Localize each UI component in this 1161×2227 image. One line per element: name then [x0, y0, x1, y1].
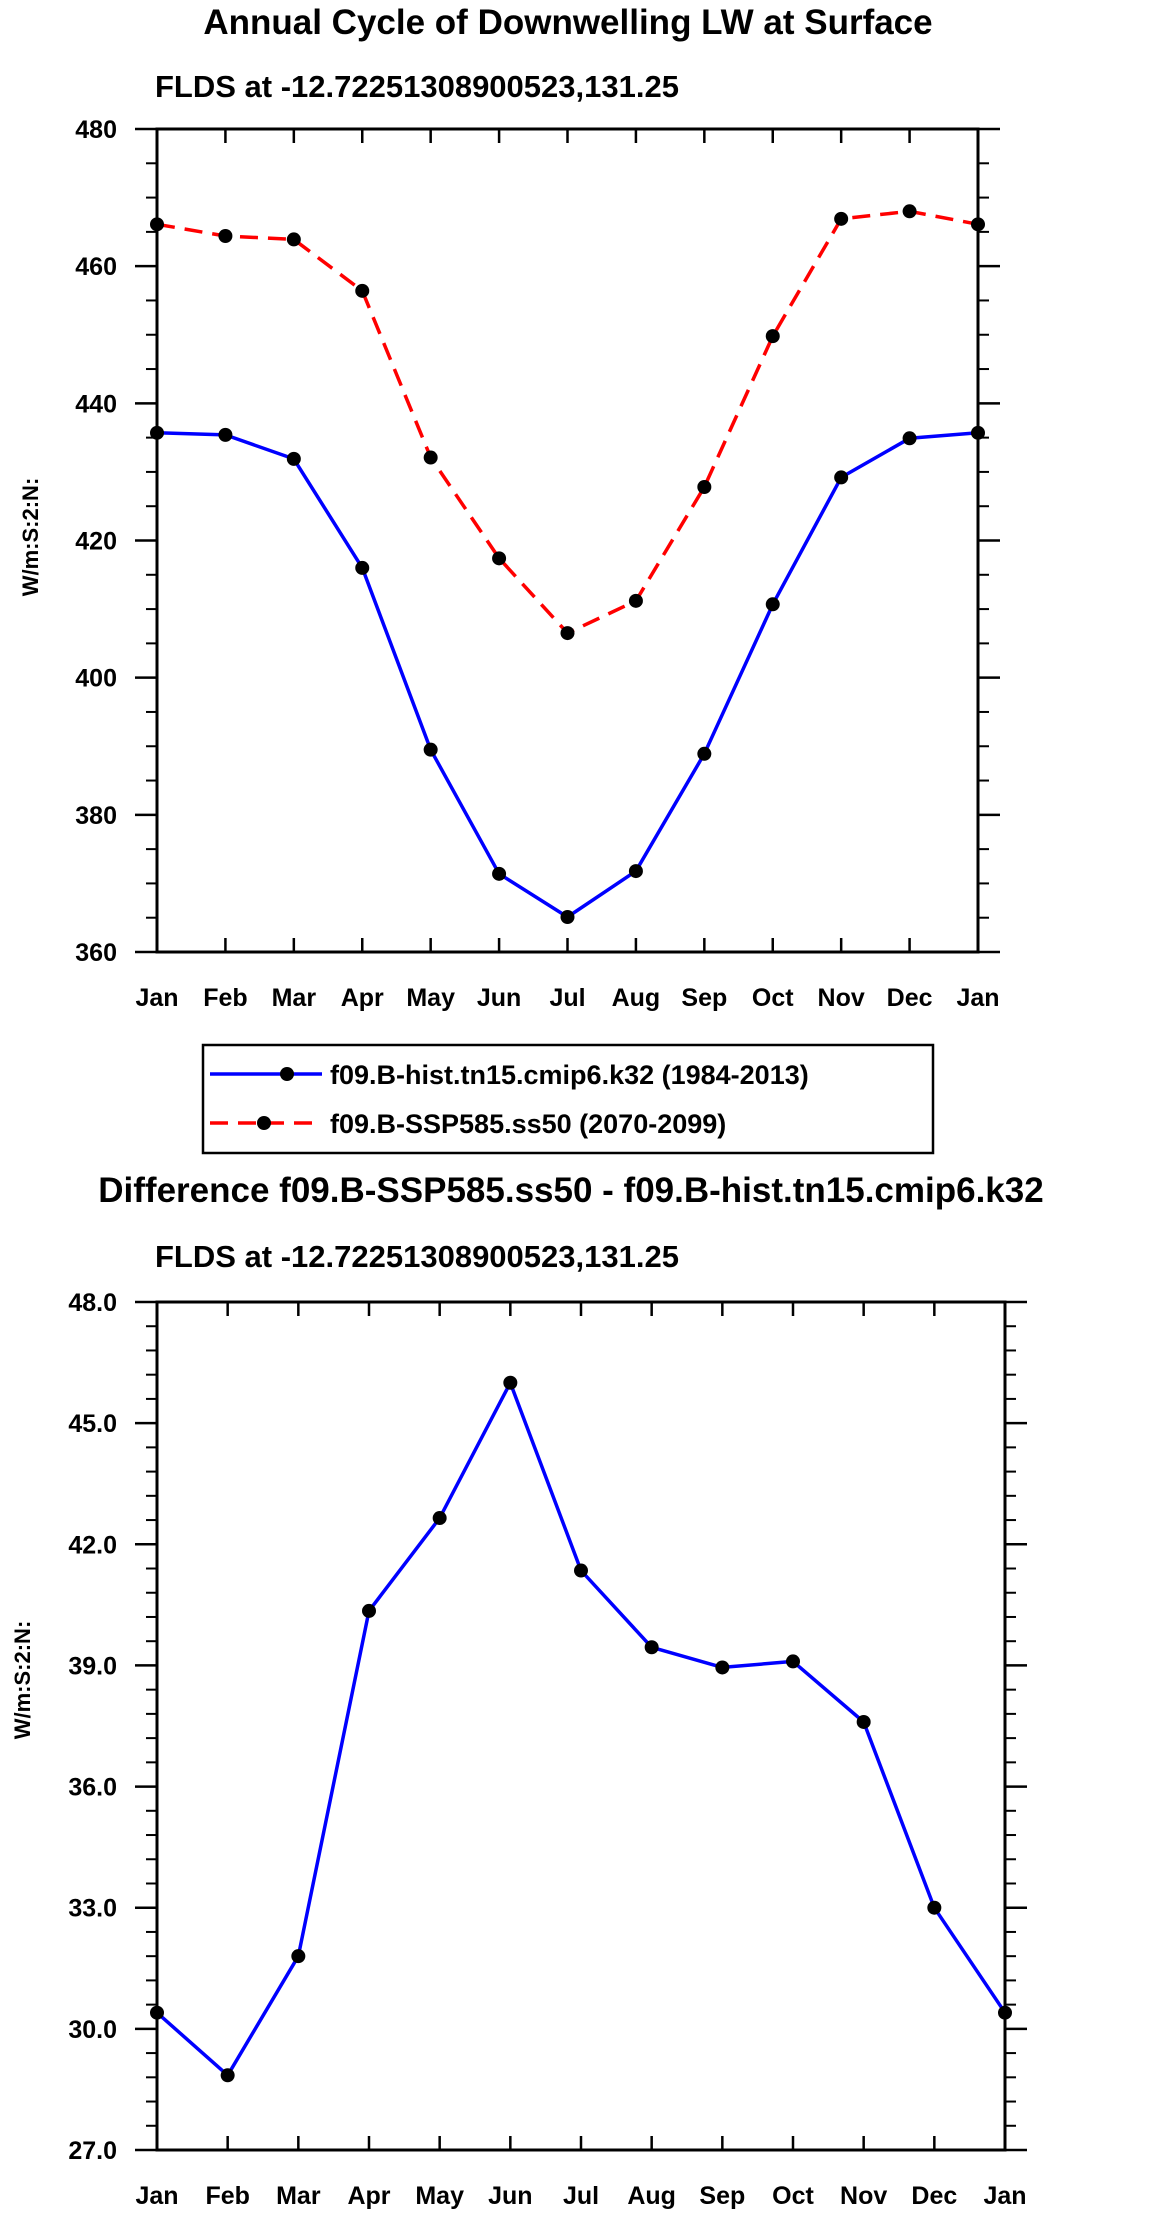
data-point [432, 1511, 447, 1526]
data-point [902, 204, 917, 219]
x-tick-label: Nov [840, 2182, 887, 2210]
x-tick-label: Apr [347, 2182, 390, 2210]
data-point [628, 864, 643, 879]
data-point [715, 1660, 730, 1675]
chart-title: Annual Cycle of Downwelling LW at Surfac… [203, 3, 932, 42]
data-point [697, 480, 712, 495]
x-tick-label: Jun [488, 2182, 532, 2210]
data-point [355, 283, 370, 298]
x-tick-label: May [415, 2182, 464, 2210]
data-point [644, 1640, 659, 1655]
data-point [628, 593, 643, 608]
data-point [574, 1563, 588, 1578]
chart-subtitle: FLDS at -12.72251308900523,131.25 [155, 69, 679, 104]
chart-title: Difference f09.B-SSP585.ss50 - f09.B-his… [98, 1171, 1043, 1210]
y-tick-label: 400 [75, 665, 117, 693]
data-point [503, 1375, 518, 1390]
x-tick-label: Dec [887, 984, 933, 1012]
data-point [834, 211, 849, 226]
x-tick-label: Oct [752, 984, 794, 1012]
x-tick-label: Jul [549, 984, 585, 1012]
plot-frame [155, 1300, 1007, 2152]
x-tick-label: Jul [563, 2182, 599, 2210]
data-point [856, 1714, 871, 1729]
legend: f09.B-hist.tn15.cmip6.k32 (1984-2013) f0… [201, 1043, 935, 1155]
x-tick-label: Mar [272, 984, 317, 1012]
x-tick-label: Aug [627, 2182, 676, 2210]
y-tick-label: 45.0 [68, 1410, 117, 1438]
y-tick-label: 460 [75, 253, 117, 281]
data-point [786, 1654, 800, 1669]
y-tick-label: 39.0 [68, 1652, 117, 1680]
x-tick-label: Sep [681, 984, 727, 1012]
difference-panel: Difference f09.B-SSP585.ss50 - f09.B-his… [10, 1171, 1044, 2210]
annual-cycle-panel: Annual Cycle of Downwelling LW at Surfac… [18, 3, 1000, 1012]
x-tick-label: Aug [612, 984, 661, 1012]
data-point [902, 431, 917, 446]
plot-frame [155, 127, 980, 954]
data-point [286, 451, 301, 466]
data-point [291, 1949, 306, 1964]
x-tick-label: Dec [911, 2182, 957, 2210]
data-point [423, 450, 438, 465]
chart-subtitle: FLDS at -12.72251308900523,131.25 [155, 1239, 679, 1274]
y-axis-label: W/m:S:2:N: [18, 478, 43, 597]
y-tick-label: 42.0 [68, 1531, 117, 1559]
x-tick-label: Sep [699, 2182, 745, 2210]
data-point [927, 1900, 942, 1915]
data-point [834, 470, 849, 485]
data-point [423, 742, 438, 757]
y-tick-label: 36.0 [68, 1774, 117, 1802]
x-tick-label: May [406, 984, 455, 1012]
legend-marker-hist [280, 1067, 294, 1081]
data-point [218, 228, 233, 243]
legend-marker-ssp585 [257, 1116, 271, 1130]
x-tick-label: Jan [135, 2182, 178, 2210]
x-tick-label: Nov [818, 984, 865, 1012]
x-tick-label: Jan [956, 984, 999, 1012]
x-tick-label: Feb [205, 2182, 249, 2210]
data-point [765, 597, 780, 612]
data-point [218, 427, 233, 442]
legend-label-ssp585: f09.B-SSP585.ss50 (2070-2099) [330, 1109, 726, 1139]
data-point [286, 232, 301, 247]
y-tick-label: 360 [75, 939, 117, 967]
y-tick-label: 30.0 [68, 2016, 117, 2044]
data-point [560, 910, 575, 925]
data-point [697, 746, 712, 761]
x-tick-label: Oct [772, 2182, 814, 2210]
legend-label-hist: f09.B-hist.tn15.cmip6.k32 (1984-2013) [330, 1060, 809, 1090]
data-point [492, 866, 507, 881]
y-tick-label: 440 [75, 390, 117, 418]
y-tick-label: 48.0 [68, 1289, 117, 1317]
y-tick-label: 33.0 [68, 1895, 117, 1923]
data-point [355, 560, 370, 575]
data-point [765, 329, 780, 344]
y-tick-label: 27.0 [68, 2137, 117, 2165]
data-point [492, 551, 507, 566]
data-point [220, 2068, 235, 2083]
y-axis-label: W/m:S:2:N: [10, 1621, 35, 1740]
x-tick-label: Feb [203, 984, 247, 1012]
x-tick-label: Jan [135, 984, 178, 1012]
data-point [362, 1603, 376, 1618]
y-tick-label: 480 [75, 116, 117, 144]
x-tick-label: Apr [341, 984, 384, 1012]
legend-box [201, 1043, 935, 1155]
x-tick-label: Jan [983, 2182, 1026, 2210]
data-point [560, 626, 575, 641]
x-tick-label: Jun [477, 984, 521, 1012]
y-tick-label: 420 [75, 528, 117, 556]
y-tick-label: 380 [75, 802, 117, 830]
x-tick-label: Mar [276, 2182, 321, 2210]
